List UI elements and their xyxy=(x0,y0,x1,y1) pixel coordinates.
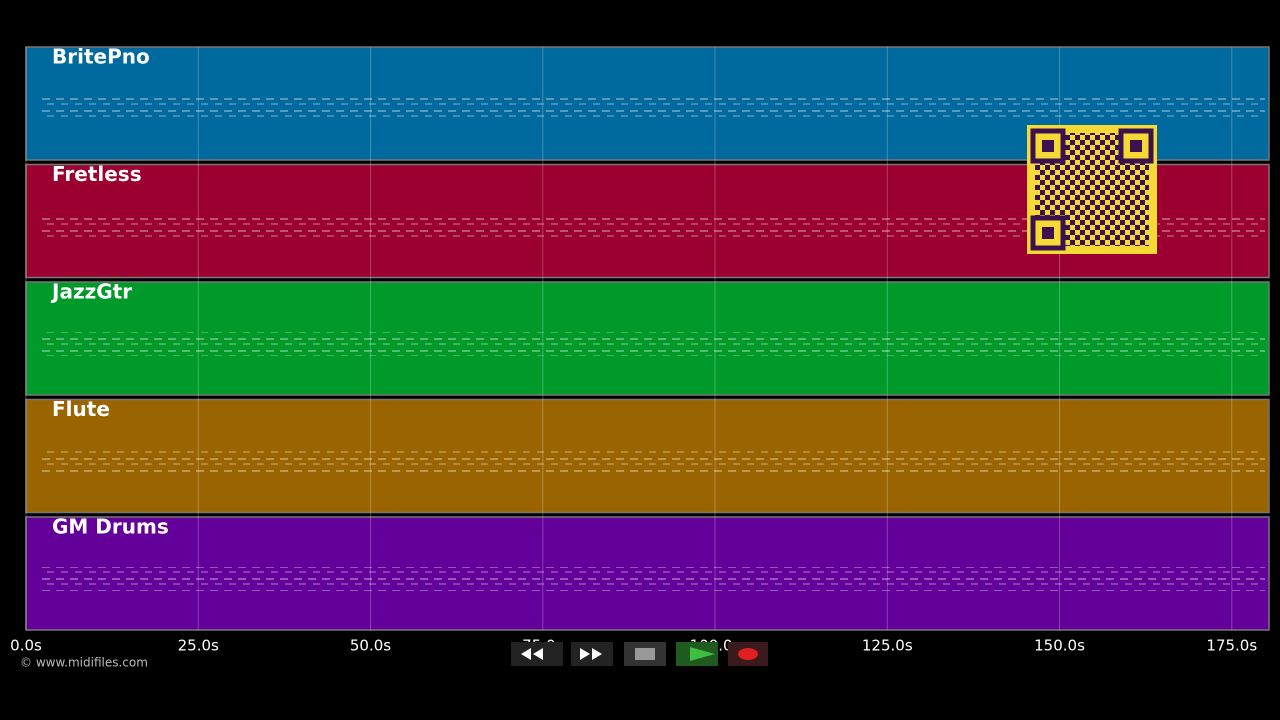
copyright: © www.midifiles.com xyxy=(20,656,148,670)
rewind-button[interactable] xyxy=(511,642,563,666)
record-button[interactable] xyxy=(728,642,768,666)
note-texture xyxy=(40,97,1265,121)
time-tick-label: 25.0s xyxy=(178,637,219,655)
time-tick-label: 125.0s xyxy=(862,637,913,655)
note-texture xyxy=(40,567,1265,591)
qr-code xyxy=(1027,125,1157,254)
play-button[interactable] xyxy=(676,642,718,666)
track-name: BritePno xyxy=(52,45,150,69)
stop-button[interactable] xyxy=(624,642,666,666)
track-name: GM Drums xyxy=(52,515,169,539)
time-tick-label: 50.0s xyxy=(350,637,391,655)
track-name: Fretless xyxy=(52,162,142,186)
track-name: Flute xyxy=(52,397,110,421)
note-texture xyxy=(40,332,1265,356)
time-tick-label: 150.0s xyxy=(1034,637,1085,655)
playback-controls xyxy=(511,642,768,666)
time-tick-label: 0.0s xyxy=(10,637,42,655)
note-texture xyxy=(40,449,1265,474)
track-name: JazzGtr xyxy=(50,280,132,304)
time-tick-label: 175.0s xyxy=(1206,637,1257,655)
fast-forward-button[interactable] xyxy=(571,642,613,666)
